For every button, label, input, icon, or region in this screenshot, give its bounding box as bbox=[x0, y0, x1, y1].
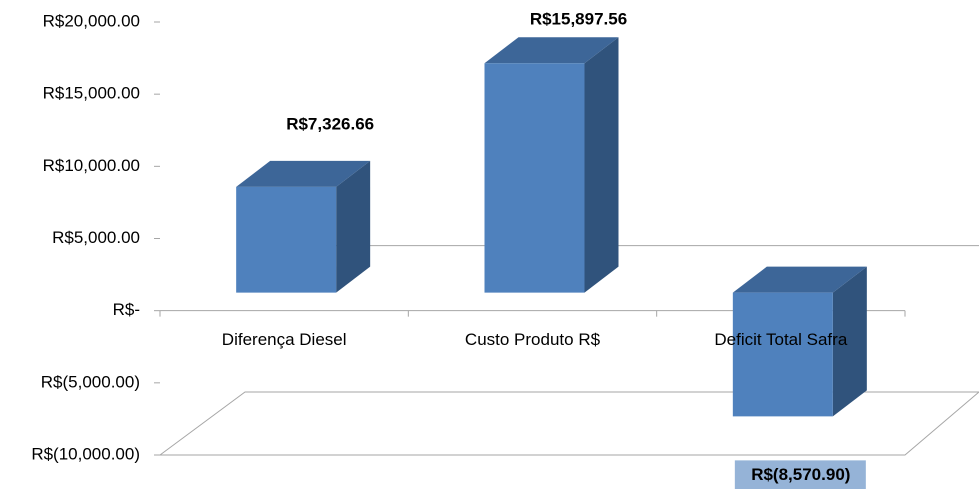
value-label: R$(8,570.90) bbox=[751, 465, 850, 484]
bar-side bbox=[336, 160, 371, 293]
y-tick-label: R$- bbox=[113, 300, 140, 319]
bar-front bbox=[732, 292, 833, 417]
value-label-box bbox=[734, 460, 866, 489]
y-tick-label: R$(10,000.00) bbox=[31, 444, 140, 463]
y-tick-label: R$20,000.00 bbox=[43, 11, 140, 30]
y-tick-label: R$(5,000.00) bbox=[41, 372, 140, 391]
floor bbox=[159, 391, 979, 456]
bar-top bbox=[236, 160, 371, 187]
bar-side bbox=[832, 266, 867, 417]
value-label: R$15,897.56 bbox=[530, 10, 627, 29]
bar-front bbox=[484, 63, 585, 293]
y-tick-label: R$15,000.00 bbox=[43, 84, 140, 103]
y-tick-label: R$10,000.00 bbox=[43, 156, 140, 175]
bar-top bbox=[484, 37, 619, 64]
bar-top bbox=[732, 266, 867, 293]
value-label: R$7,326.66 bbox=[286, 114, 374, 133]
bar bbox=[484, 37, 619, 293]
bar-front bbox=[236, 186, 337, 293]
x-tick-label: Custo Produto R$ bbox=[465, 330, 601, 349]
bar-side bbox=[584, 37, 619, 293]
bar bbox=[236, 160, 371, 293]
x-tick-label: Diferença Diesel bbox=[222, 330, 347, 349]
bar bbox=[732, 266, 867, 417]
x-tick-label: Deficit Total Safra bbox=[714, 330, 847, 349]
y-tick-label: R$5,000.00 bbox=[52, 228, 140, 247]
